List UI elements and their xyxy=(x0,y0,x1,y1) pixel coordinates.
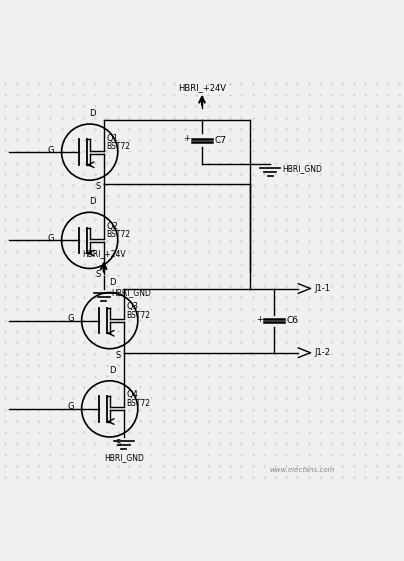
Text: C6: C6 xyxy=(286,316,298,325)
Text: D: D xyxy=(109,366,116,375)
Text: D: D xyxy=(109,278,116,287)
Text: HBRI_GND: HBRI_GND xyxy=(104,453,144,462)
Text: S: S xyxy=(95,270,101,279)
Text: BST72: BST72 xyxy=(107,230,130,239)
Text: D: D xyxy=(89,109,96,118)
Text: G: G xyxy=(47,146,54,155)
Text: HBRI_GND: HBRI_GND xyxy=(112,288,152,297)
Text: S: S xyxy=(95,182,101,191)
Text: S: S xyxy=(116,351,121,360)
Text: HBRI_+24V: HBRI_+24V xyxy=(178,83,226,92)
Text: J1-1: J1-1 xyxy=(314,284,330,293)
Text: C7: C7 xyxy=(214,136,226,145)
Text: +: + xyxy=(183,134,190,143)
Text: BST72: BST72 xyxy=(107,142,130,151)
Text: Q4: Q4 xyxy=(126,390,139,399)
Text: BST72: BST72 xyxy=(126,399,151,408)
Text: D: D xyxy=(89,197,96,206)
Text: S: S xyxy=(116,439,121,448)
Text: HBRI_GND: HBRI_GND xyxy=(282,164,322,173)
Text: +: + xyxy=(256,315,263,324)
Text: www.elecfans.com: www.elecfans.com xyxy=(269,467,335,473)
Text: G: G xyxy=(67,402,74,411)
Text: BST72: BST72 xyxy=(126,310,151,320)
Text: Q3: Q3 xyxy=(126,302,139,311)
Text: J1-2: J1-2 xyxy=(314,348,330,357)
Text: HBRI_+24V: HBRI_+24V xyxy=(82,250,126,259)
Text: G: G xyxy=(47,234,54,243)
Text: Q2: Q2 xyxy=(107,222,118,231)
Text: G: G xyxy=(67,314,74,323)
Text: Q1: Q1 xyxy=(107,134,118,142)
